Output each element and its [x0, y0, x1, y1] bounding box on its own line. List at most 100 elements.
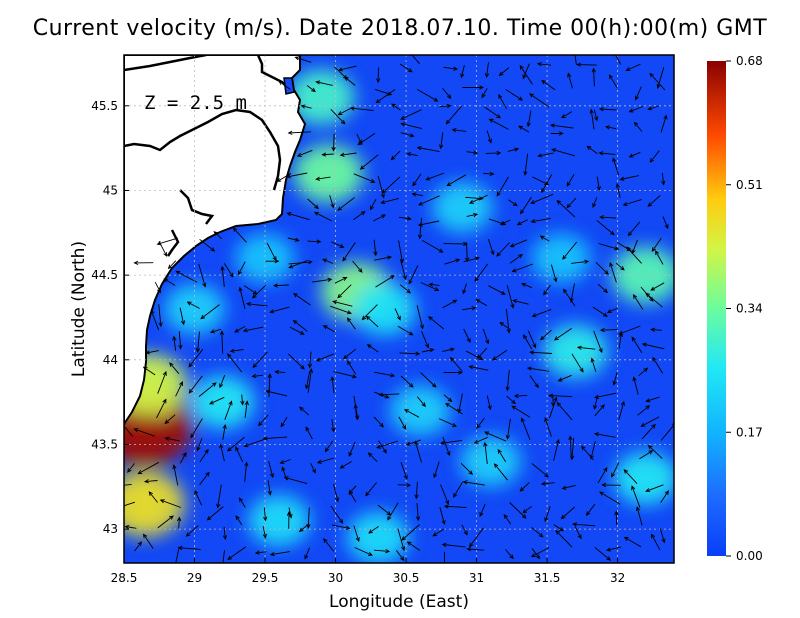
current-vector-arrow: [556, 199, 576, 218]
current-vector-arrow: [403, 409, 420, 418]
current-vector-arrow: [496, 176, 509, 197]
current-vector-arrow: [349, 106, 374, 112]
current-vector-arrow: [523, 153, 529, 176]
current-vector-arrow: [124, 524, 137, 530]
current-vector-arrow: [530, 217, 551, 224]
current-vector-arrow: [287, 130, 312, 135]
current-vector-arrow: [425, 172, 445, 181]
x-axis-label: Longitude (East): [329, 592, 469, 612]
current-vector-arrow: [258, 414, 269, 427]
current-vector-arrow: [541, 174, 553, 194]
current-vector-arrow: [627, 221, 641, 237]
current-vector-arrow: [232, 227, 247, 243]
current-vector-arrow: [315, 353, 334, 362]
speed-hotspot-core: [142, 369, 157, 402]
current-vector-arrow: [647, 105, 660, 111]
current-vector-arrow: [531, 463, 549, 478]
current-vector-arrow: [641, 423, 656, 440]
current-vector-arrow: [522, 63, 530, 80]
current-vector-arrow: [622, 199, 642, 207]
current-vector-arrow: [219, 443, 225, 462]
current-vector-arrow: [443, 370, 463, 375]
current-vector-arrow: [659, 528, 666, 544]
current-vector-arrow: [599, 215, 617, 220]
current-vector-arrow: [337, 65, 357, 72]
grid-lines: [124, 55, 674, 563]
current-vector-arrow: [486, 130, 492, 144]
current-vector-arrow: [593, 432, 616, 438]
current-vector-arrow: [353, 210, 366, 221]
current-vector-arrow: [229, 348, 244, 353]
current-vector-arrow: [466, 150, 479, 155]
current-vector-arrow: [339, 461, 352, 469]
current-vector-arrow: [523, 334, 533, 350]
current-vector-arrow: [661, 172, 666, 186]
current-vector-arrow: [631, 485, 641, 508]
current-vector-arrow: [537, 152, 554, 158]
speed-hotspot: [531, 233, 591, 283]
current-vector-arrow: [618, 332, 623, 349]
current-vector-arrow: [548, 396, 558, 419]
current-vector-arrow: [628, 106, 644, 113]
current-vector-arrow: [553, 438, 560, 461]
current-vector-arrow: [305, 426, 313, 440]
current-vector-arrow: [441, 542, 466, 548]
current-vector-arrow: [226, 436, 245, 452]
current-vector-arrow: [238, 286, 246, 310]
current-vector-arrow: [503, 514, 512, 525]
current-vector-arrow: [331, 524, 351, 530]
current-vector-arrow: [267, 480, 272, 496]
current-vector-arrow: [235, 446, 244, 463]
current-vector-arrow: [298, 524, 309, 533]
current-vector-arrow: [443, 66, 459, 71]
current-vector-arrow: [307, 198, 319, 210]
current-vector-arrow: [213, 230, 222, 240]
current-vector-arrow: [279, 459, 291, 465]
current-vector-arrow: [529, 93, 550, 108]
current-vector-arrow: [209, 328, 222, 334]
current-vector-arrow: [353, 403, 358, 420]
current-vector-arrow: [598, 243, 620, 251]
current-vector-arrow: [520, 196, 532, 215]
current-vector-arrow: [399, 351, 421, 356]
current-vector-arrow: [361, 304, 378, 321]
current-vector-arrow: [373, 239, 378, 257]
current-vector-arrow: [592, 197, 598, 208]
x-tick-label: 28.5: [111, 571, 138, 585]
current-vector-arrow: [399, 284, 412, 294]
current-vector-arrow: [433, 461, 440, 479]
current-vector-arrow: [539, 329, 552, 341]
speed-hotspot: [164, 283, 225, 335]
current-vector-arrow: [216, 484, 222, 509]
current-vector-arrow: [449, 356, 463, 372]
current-vector-arrow: [541, 80, 556, 91]
current-vector-arrow: [574, 526, 582, 540]
current-vector-arrow: [416, 145, 440, 153]
current-vector-arrow: [645, 396, 660, 403]
current-vector-arrow: [595, 261, 609, 275]
current-vector-arrow: [199, 238, 216, 252]
current-vector-arrow: [373, 416, 384, 428]
current-vector-arrow: [220, 265, 225, 287]
current-vector-arrow: [531, 548, 541, 560]
current-vector-arrow: [322, 325, 335, 333]
current-vector-arrow: [509, 239, 528, 248]
current-vector-arrow: [506, 284, 515, 309]
current-vector-arrow: [374, 255, 393, 261]
current-vector-arrow: [368, 526, 379, 534]
current-vector-arrow: [473, 436, 488, 444]
speed-hotspot: [293, 144, 364, 203]
current-vector-arrow: [508, 199, 518, 207]
current-vector-arrow: [509, 502, 527, 519]
current-vector-arrow: [200, 304, 220, 320]
current-vector-arrow: [252, 351, 268, 369]
current-vector-arrow: [598, 107, 617, 112]
current-vector-arrow: [156, 237, 179, 246]
current-vector-arrow: [339, 152, 357, 157]
current-vector-arrow: [576, 62, 597, 67]
current-vector-arrow: [376, 440, 398, 449]
current-vector-arrow: [594, 546, 612, 561]
x-axis-ticks: 28.5 29 29.5 30 30.5 31 31.5 32: [111, 558, 625, 585]
current-vector-arrow: [614, 55, 622, 65]
current-vector-arrow: [462, 283, 467, 295]
